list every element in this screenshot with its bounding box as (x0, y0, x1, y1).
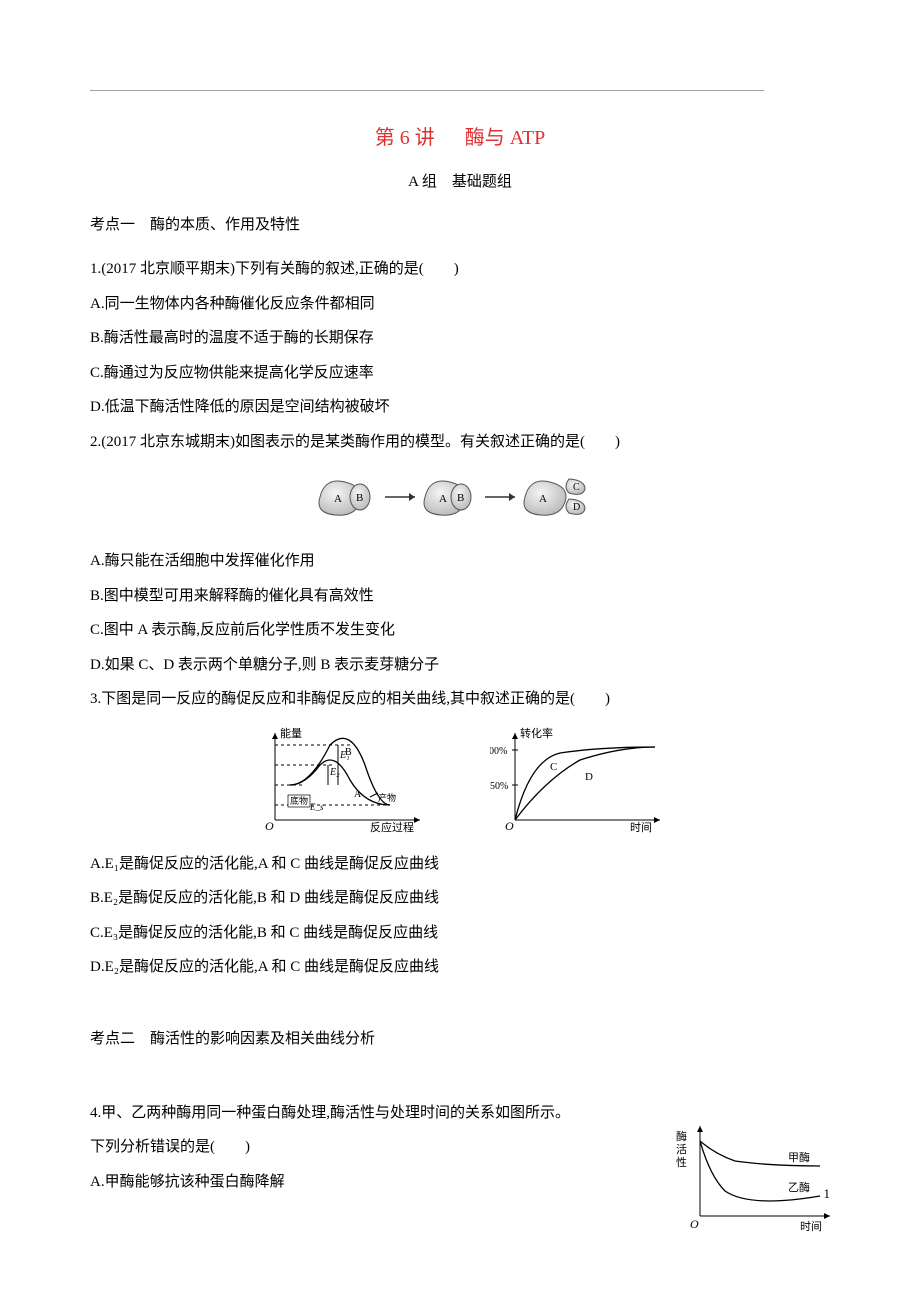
q3-option-c: C.E₃是酶促反应的活化能,B 和 C 曲线是酶促反应曲线 (90, 916, 830, 951)
svg-text:转化率: 转化率 (520, 726, 553, 740)
svg-text:时间: 时间 (800, 1220, 822, 1233)
fig2-label-b: B (356, 492, 363, 504)
fig2-label-a: A (334, 493, 342, 505)
title-prefix: 第 6 讲 (375, 127, 435, 149)
svg-text:性: 性 (676, 1155, 687, 1169)
page-number: 1 (824, 1186, 831, 1202)
q3-option-d: D.E₂是酶促反应的活化能,A 和 C 曲线是酶促反应曲线 (90, 950, 830, 985)
q2-figure: A B A B A C D (90, 467, 830, 532)
fig2-label-c: C (573, 482, 580, 493)
svg-text:100%: 100% (490, 746, 507, 757)
q4-figure: 酶 活 性 时间 O 甲酶 乙酶 (670, 1116, 840, 1241)
q3-figures: 能量 反应过程 O E₁ E₂ E_s 底物 产物 A B (90, 725, 830, 835)
svg-text:50%: 50% (490, 781, 508, 792)
q2-stem: 2.(2017 北京东城期末)如图表示的是某类酶作用的模型。有关叙述正确的是( … (90, 425, 830, 460)
q1-option-d: D.低温下酶活性降低的原因是空间结构被破坏 (90, 390, 830, 425)
q3-option-a: A.E₁是酶促反应的活化能,A 和 C 曲线是酶促反应曲线 (90, 847, 830, 882)
svg-text:A: A (539, 493, 547, 505)
q3-figure-right: 转化率 时间 O 100% 50% C D (490, 725, 670, 835)
svg-text:产物: 产物 (378, 792, 396, 803)
svg-text:O: O (690, 1217, 699, 1231)
svg-text:B: B (457, 492, 464, 504)
svg-text:E_s: E_s (309, 802, 324, 812)
q3-option-b: B.E₂是酶促反应的活化能,B 和 D 曲线是酶促反应曲线 (90, 881, 830, 916)
svg-text:O: O (505, 819, 514, 833)
divider: ________________________________________… (90, 80, 830, 91)
topic-2-heading: 考点二 酶活性的影响因素及相关曲线分析 (90, 1027, 830, 1048)
svg-text:A: A (439, 493, 447, 505)
svg-text:D: D (585, 771, 593, 783)
q2-option-a: A.酶只能在活细胞中发挥催化作用 (90, 544, 830, 579)
svg-text:C: C (550, 761, 557, 773)
svg-text:E₂: E₂ (329, 767, 340, 778)
svg-text:底物: 底物 (290, 795, 308, 806)
svg-text:B: B (345, 747, 352, 758)
title-main: 酶与 ATP (465, 127, 546, 149)
q1-option-c: C.酶通过为反应物供能来提高化学反应速率 (90, 356, 830, 391)
fig2-label-d: D (573, 502, 580, 513)
svg-text:反应过程: 反应过程 (370, 820, 414, 834)
q3-figure-left: 能量 反应过程 O E₁ E₂ E_s 底物 产物 A B (250, 725, 430, 835)
svg-text:能量: 能量 (280, 726, 302, 740)
svg-text:活: 活 (676, 1143, 687, 1156)
q2-option-d: D.如果 C、D 表示两个单糖分子,则 B 表示麦芽糖分子 (90, 648, 830, 683)
q2-option-c: C.图中 A 表示酶,反应前后化学性质不发生变化 (90, 613, 830, 648)
svg-text:A: A (354, 789, 362, 800)
lecture-title: 第 6 讲 酶与 ATP (90, 121, 830, 150)
q2-option-b: B.图中模型可用来解释酶的催化具有高效性 (90, 579, 830, 614)
q1-option-b: B.酶活性最高时的温度不适于酶的长期保存 (90, 321, 830, 356)
group-label: A 组 基础题组 (90, 170, 830, 191)
svg-text:O: O (265, 819, 274, 833)
svg-text:时间: 时间 (630, 821, 652, 834)
q1-stem: 1.(2017 北京顺平期末)下列有关酶的叙述,正确的是( ) (90, 252, 830, 287)
q3-stem: 3.下图是同一反应的酶促反应和非酶促反应的相关曲线,其中叙述正确的是( ) (90, 682, 830, 717)
svg-text:乙酶: 乙酶 (788, 1181, 810, 1194)
q1-option-a: A.同一生物体内各种酶催化反应条件都相同 (90, 287, 830, 322)
svg-text:甲酶: 甲酶 (788, 1151, 810, 1164)
topic-1-heading: 考点一 酶的本质、作用及特性 (90, 213, 830, 234)
svg-text:酶: 酶 (676, 1130, 687, 1143)
